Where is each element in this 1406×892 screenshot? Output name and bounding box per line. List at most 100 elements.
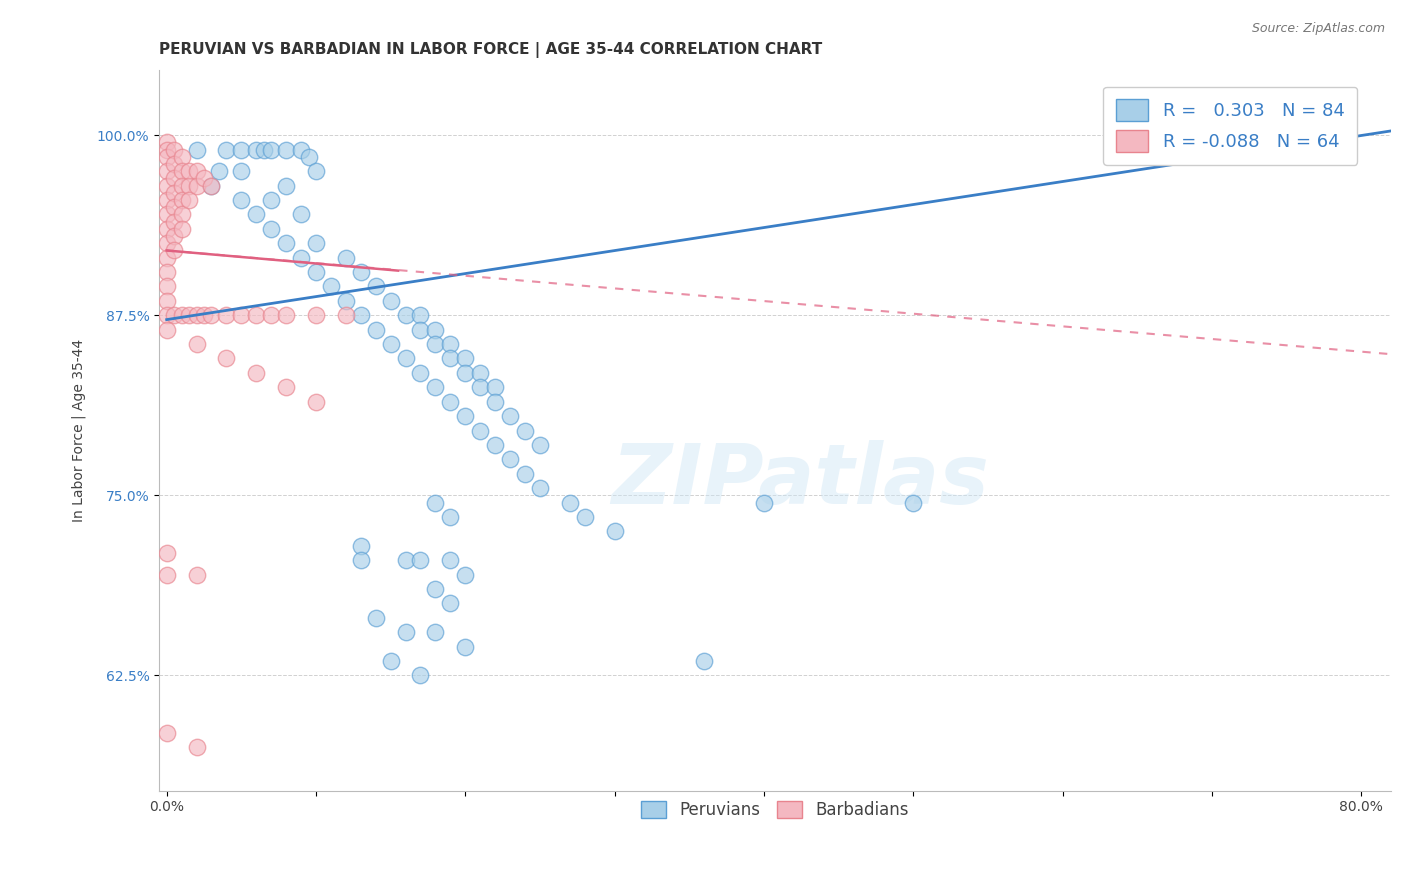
Point	[274, 178, 297, 193]
Point	[170, 308, 193, 322]
Point	[260, 222, 283, 236]
Point	[305, 308, 328, 322]
Point	[305, 394, 328, 409]
Point	[156, 546, 179, 560]
Point	[603, 524, 626, 539]
Point	[200, 178, 222, 193]
Point	[425, 625, 447, 640]
Point	[364, 279, 387, 293]
Point	[364, 323, 387, 337]
Point	[200, 308, 222, 322]
Point	[186, 178, 208, 193]
Point	[253, 143, 276, 157]
Point	[274, 236, 297, 251]
Point	[170, 222, 193, 236]
Point	[186, 164, 208, 178]
Point	[752, 495, 775, 509]
Point	[260, 308, 283, 322]
Point	[163, 229, 186, 244]
Point	[208, 164, 231, 178]
Point	[156, 236, 179, 251]
Point	[454, 567, 477, 582]
Point	[350, 539, 373, 553]
Point	[156, 265, 179, 279]
Legend: Peruvians, Barbadians: Peruvians, Barbadians	[634, 794, 915, 825]
Point	[260, 143, 283, 157]
Point	[163, 171, 186, 186]
Point	[558, 495, 581, 509]
Point	[409, 366, 432, 380]
Point	[903, 495, 925, 509]
Point	[260, 193, 283, 207]
Point	[484, 394, 506, 409]
Point	[335, 308, 357, 322]
Point	[513, 467, 536, 481]
Text: ZIPatlas: ZIPatlas	[610, 441, 988, 522]
Point	[163, 143, 186, 157]
Point	[364, 611, 387, 625]
Text: PERUVIAN VS BARBADIAN IN LABOR FORCE | AGE 35-44 CORRELATION CHART: PERUVIAN VS BARBADIAN IN LABOR FORCE | A…	[159, 42, 823, 58]
Point	[170, 178, 193, 193]
Point	[439, 394, 461, 409]
Point	[156, 279, 179, 293]
Point	[163, 308, 186, 322]
Point	[394, 308, 416, 322]
Point	[290, 143, 312, 157]
Point	[231, 143, 253, 157]
Y-axis label: In Labor Force | Age 35-44: In Labor Force | Age 35-44	[72, 339, 86, 522]
Point	[305, 164, 328, 178]
Point	[156, 308, 179, 322]
Point	[156, 136, 179, 150]
Point	[425, 323, 447, 337]
Point	[409, 668, 432, 682]
Point	[156, 323, 179, 337]
Point	[425, 337, 447, 351]
Point	[454, 366, 477, 380]
Point	[245, 207, 267, 221]
Point	[305, 265, 328, 279]
Point	[156, 251, 179, 265]
Point	[193, 171, 215, 186]
Point	[156, 178, 179, 193]
Point	[290, 251, 312, 265]
Point	[454, 640, 477, 654]
Point	[163, 157, 186, 171]
Point	[394, 553, 416, 567]
Point	[186, 740, 208, 755]
Point	[177, 164, 200, 178]
Point	[186, 567, 208, 582]
Point	[170, 150, 193, 164]
Text: Source: ZipAtlas.com: Source: ZipAtlas.com	[1251, 22, 1385, 36]
Point	[156, 150, 179, 164]
Point	[380, 654, 402, 668]
Point	[245, 308, 267, 322]
Point	[156, 207, 179, 221]
Point	[163, 215, 186, 229]
Point	[439, 351, 461, 366]
Point	[499, 409, 522, 423]
Point	[409, 553, 432, 567]
Point	[245, 143, 267, 157]
Point	[245, 366, 267, 380]
Point	[170, 164, 193, 178]
Point	[529, 438, 551, 452]
Point	[156, 726, 179, 740]
Point	[156, 222, 179, 236]
Point	[409, 323, 432, 337]
Point	[290, 207, 312, 221]
Point	[454, 351, 477, 366]
Point	[484, 438, 506, 452]
Point	[350, 553, 373, 567]
Point	[380, 293, 402, 308]
Point	[156, 193, 179, 207]
Point	[350, 308, 373, 322]
Point	[200, 178, 222, 193]
Point	[305, 236, 328, 251]
Point	[163, 200, 186, 214]
Point	[163, 186, 186, 200]
Point	[394, 625, 416, 640]
Point	[439, 596, 461, 610]
Point	[156, 143, 179, 157]
Point	[484, 380, 506, 394]
Point	[215, 351, 238, 366]
